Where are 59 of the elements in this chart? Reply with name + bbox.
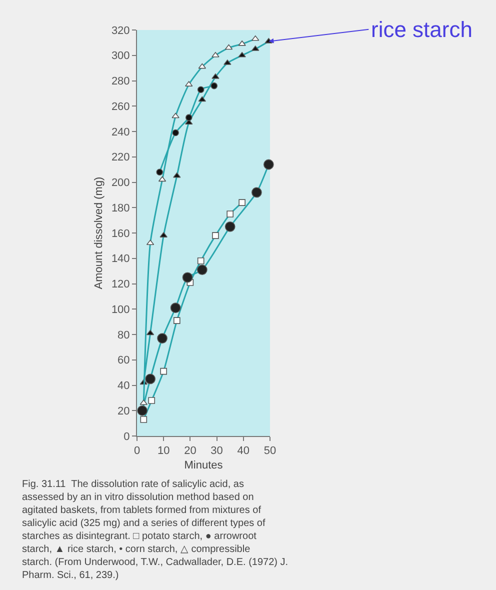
point (252, 35, 260, 41)
point (226, 210, 234, 218)
y-axis-title: Amount dissolved (mg) (93, 176, 106, 290)
y-tick-label: 100 (111, 304, 130, 316)
y-tick-label: 60 (118, 354, 130, 367)
point (212, 52, 220, 58)
y-tick-label: 320 (111, 24, 130, 37)
x-axis-title: Minutes (184, 459, 224, 472)
point (198, 63, 206, 69)
y-tick-label: 240 (111, 126, 130, 138)
point (238, 52, 246, 58)
y-tick-label: 80 (118, 329, 130, 342)
x-tick-label: 50 (264, 445, 276, 458)
point (182, 272, 193, 283)
y-tick-label: 120 (111, 278, 130, 291)
y-tick-label: 200 (111, 177, 130, 190)
x-tick-label: 10 (157, 445, 170, 458)
point (196, 264, 208, 275)
point (224, 44, 233, 50)
y-tick-label: 20 (118, 405, 130, 418)
point (160, 368, 167, 375)
point (145, 374, 156, 384)
x-tick-label: 0 (134, 445, 140, 458)
point (156, 168, 164, 176)
point (212, 232, 219, 239)
annotation: rice starch (371, 17, 472, 42)
point (170, 302, 181, 314)
y-tick-label: 300 (111, 50, 130, 62)
x-tick-label: 30 (210, 445, 223, 458)
point (197, 86, 204, 94)
point (172, 129, 179, 136)
point (158, 176, 166, 182)
point (185, 114, 192, 121)
caption: Fig. 31.11 The dissolution rate of salicylic acid, as assessed by an in vitro dissolution method based on agitated baskets, from tablets formed from mixtures of salicylic acid (325 mg) and a series of different types of starches as disintegrant. □ potato starch, ● arrowroot starch, ▲ rice starch, • corn starch, △ compressible starch. (From Underwood, T.W., Cadwallader, D.E. (1972) J. Pharm. Sci., 61, 239.) (22, 479, 288, 581)
y-tick-label: 0 (124, 430, 130, 443)
point (146, 330, 154, 336)
point (174, 317, 180, 324)
y-tick-label: 160 (111, 228, 130, 240)
point (140, 416, 148, 423)
y-tick-label: 220 (111, 152, 130, 164)
x-tick-label: 40 (237, 445, 250, 458)
point (238, 199, 246, 206)
point (157, 333, 168, 344)
y-tick-label: 280 (111, 76, 130, 88)
x-tick-label: 20 (184, 445, 196, 458)
point (197, 258, 204, 264)
y-tick-label: 140 (111, 253, 130, 266)
y-tick-label: 40 (118, 380, 130, 392)
point (210, 82, 218, 90)
point (148, 397, 156, 404)
y-tick-label: 260 (111, 100, 130, 113)
point (198, 96, 206, 102)
y-tick-label: 180 (111, 202, 130, 214)
point (263, 159, 274, 170)
point (252, 187, 262, 198)
point (224, 221, 236, 232)
point (172, 112, 180, 118)
point (146, 240, 154, 246)
point (137, 405, 148, 416)
